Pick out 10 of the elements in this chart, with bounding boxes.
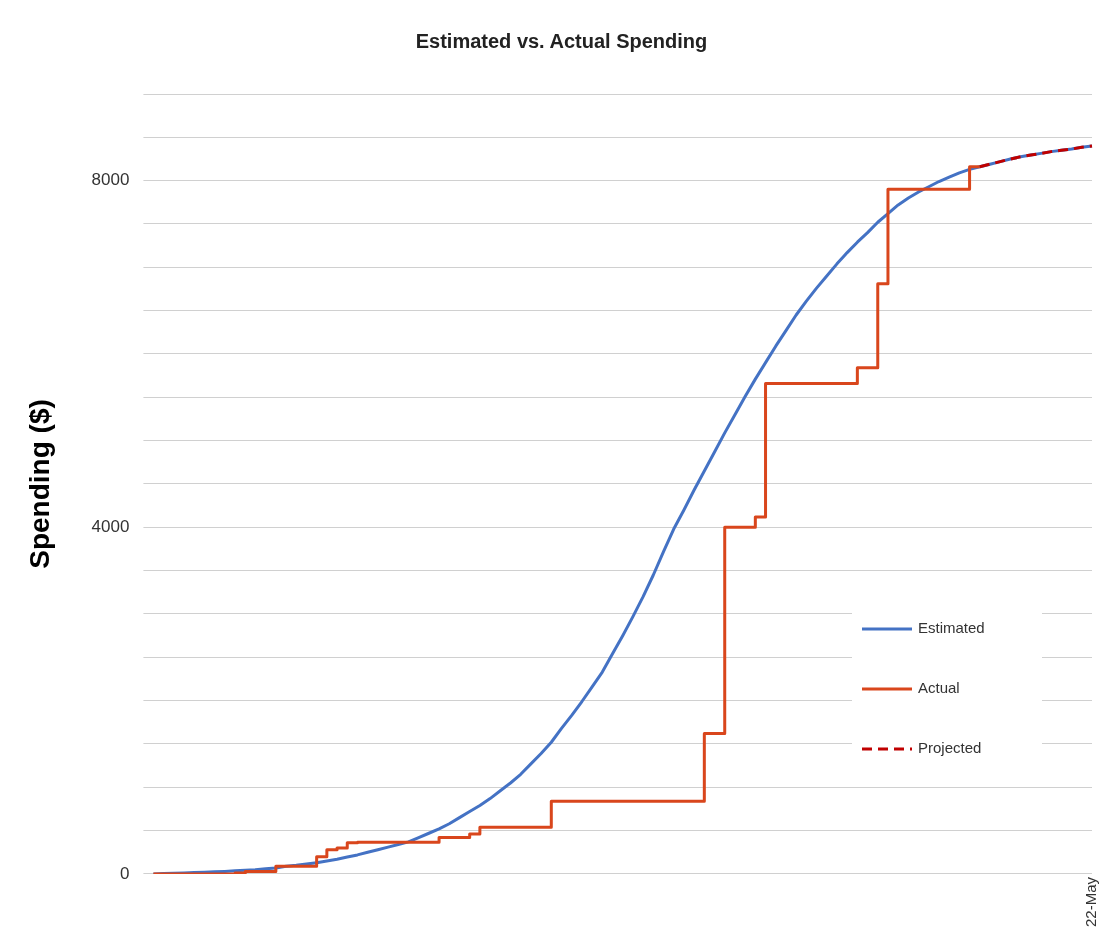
- y-axis-title: Spending ($): [23, 399, 55, 569]
- legend-label: Estimated: [918, 619, 985, 637]
- legend-label: Projected: [918, 739, 982, 757]
- line-series: [978, 144, 1094, 169]
- chart-title: Estimated vs. Actual Spending: [415, 29, 708, 52]
- x-tick-label: 22-May: [1082, 876, 1100, 928]
- y-tick-label: 4000: [91, 517, 130, 537]
- legend-label: Actual: [918, 679, 960, 697]
- y-tick-label: 0: [119, 863, 130, 883]
- y-tick-label: 8000: [91, 170, 130, 190]
